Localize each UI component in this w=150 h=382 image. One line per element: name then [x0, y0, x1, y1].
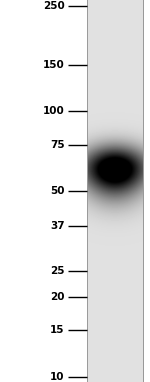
Text: 37: 37: [50, 221, 64, 231]
Text: 25: 25: [50, 266, 64, 276]
Text: 50: 50: [50, 186, 64, 196]
Text: 75: 75: [50, 139, 64, 150]
Text: 10: 10: [50, 372, 64, 382]
Text: 20: 20: [50, 292, 64, 302]
Text: 150: 150: [43, 60, 64, 70]
Text: 100: 100: [43, 107, 64, 117]
Bar: [87, 0, 142, 382]
Text: 15: 15: [50, 325, 64, 335]
Text: 250: 250: [43, 1, 64, 11]
Bar: [87, 0, 142, 382]
